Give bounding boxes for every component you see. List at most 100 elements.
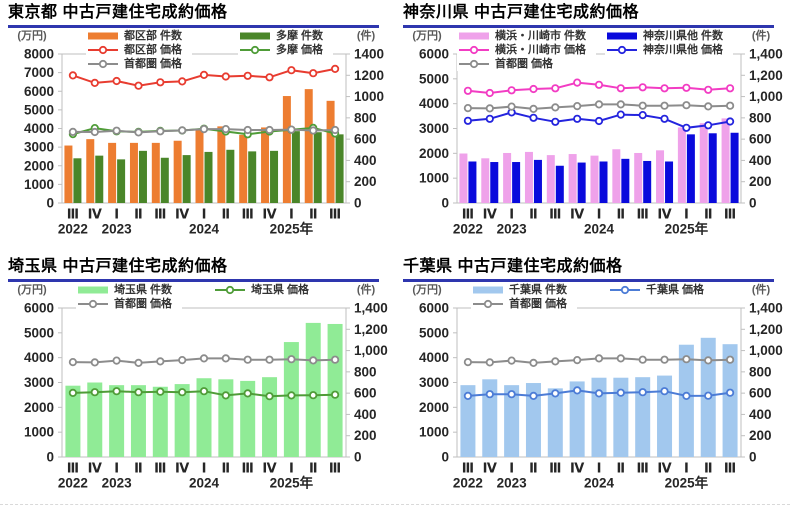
point-marker [573, 356, 582, 365]
line-series-0 [463, 386, 735, 401]
bar [335, 134, 344, 203]
point-marker [287, 391, 296, 400]
quarter-label: Ⅱ [134, 461, 143, 476]
point-marker [594, 116, 604, 126]
point-marker [221, 125, 230, 134]
quarter-label: Ⅲ [462, 207, 474, 222]
chart-section-tokyo: 東京都 中古戸建住宅成約価格 8000 7000 6000 5000 4000 3000 2… [0, 0, 395, 254]
quarter-label: Ⅳ [262, 461, 277, 476]
bar [547, 388, 563, 457]
bar [261, 127, 270, 203]
bar [481, 158, 490, 203]
left-axis-unit: (万円) [17, 29, 47, 42]
point-marker [704, 121, 713, 130]
bar [313, 132, 322, 203]
bar [304, 89, 313, 203]
bar [546, 155, 555, 203]
quarter-label: Ⅲ [462, 461, 474, 476]
legend-bar-swatch [607, 32, 637, 40]
point-marker [134, 81, 143, 90]
legend-item: 千葉県 件数 [471, 282, 577, 297]
quarter-label: Ⅰ [684, 461, 689, 476]
bar [217, 126, 226, 203]
bar [678, 344, 694, 457]
bar-series-0 [65, 322, 343, 457]
bar [87, 382, 103, 457]
bar [239, 134, 248, 203]
point-marker [463, 86, 473, 95]
right-axis-tick-label: 400 [749, 407, 772, 422]
point-marker [463, 104, 473, 113]
legend-item: 首都圏 価格 [86, 56, 192, 71]
quarter-label: Ⅳ [657, 461, 672, 476]
right-axis-tick-label: 400 [354, 153, 377, 168]
quarter-label: Ⅲ [154, 461, 166, 476]
point-marker [68, 127, 78, 137]
bar [262, 377, 278, 457]
point-marker [594, 100, 604, 109]
bar-series-0 [64, 89, 335, 203]
quarter-label: Ⅳ [483, 461, 498, 476]
left-axis-tick-label: 2000 [419, 400, 449, 415]
point-marker [682, 123, 691, 132]
chart-title-chiba: 千葉県 中古戸建住宅成約価格 [403, 256, 774, 282]
point-marker [551, 84, 560, 93]
quarter-label: Ⅳ [657, 207, 672, 222]
left-axis-tick-label: 1000 [419, 171, 449, 186]
point-marker [463, 116, 473, 125]
legend-item-bg [608, 283, 714, 297]
bar [270, 150, 279, 203]
point-marker [287, 125, 296, 134]
year-label: 2023 [102, 222, 133, 237]
point-marker [725, 84, 735, 93]
quarter-label: Ⅲ [724, 207, 736, 222]
legend-item-bg [457, 29, 596, 43]
left-axis-tick-label: 5000 [24, 102, 54, 117]
bar-series-0 [459, 118, 730, 203]
point-marker [330, 64, 340, 74]
bar [117, 159, 126, 203]
left-axis-tick-label: 2000 [24, 400, 54, 415]
line-series-2 [68, 125, 340, 137]
legend-label: 千葉県 価格 [646, 282, 705, 296]
quarter-label: Ⅲ [549, 461, 561, 476]
legend-item: 神奈川県他 件数 [605, 28, 733, 43]
right-axis-tick-label: 400 [749, 153, 772, 168]
left-axis-tick-label: 4000 [419, 96, 449, 111]
point-marker [704, 391, 713, 400]
point-marker [112, 76, 121, 86]
legend-item-bg [605, 43, 733, 57]
point-marker [660, 114, 669, 123]
point-marker [551, 357, 560, 366]
bar [459, 153, 468, 203]
line-series-0 [463, 78, 735, 98]
legend-line-marker [88, 299, 98, 309]
plot-frame [456, 53, 742, 204]
right-axis-tick-label: 1,200 [749, 68, 783, 83]
point-marker [463, 391, 473, 401]
legend-line-marker [483, 299, 493, 309]
quarter-label: Ⅲ [67, 207, 79, 222]
legend-item-bg [471, 297, 577, 311]
point-marker [485, 114, 494, 123]
year-label: 2024 [189, 476, 220, 491]
legend-line-marker [469, 45, 479, 55]
point-marker [682, 355, 691, 364]
point-marker [199, 70, 209, 80]
left-axis-unit: (万円) [412, 283, 442, 296]
right-axis-tick-label: 1,200 [354, 322, 388, 337]
year-label: 2025年 [270, 221, 314, 237]
year-label: 2022 [453, 222, 483, 237]
legend-item: 横浜・川崎市 価格 [457, 42, 596, 57]
right-axis-unit: (件) [752, 28, 771, 42]
right-axis-tick-label: 800 [749, 110, 772, 125]
right-axis-tick-label: 800 [354, 110, 377, 125]
bar [174, 384, 190, 457]
legend-line-marker [617, 45, 627, 55]
chart-canvas-tokyo: 8000700060005000400030002000100001400120… [17, 28, 384, 237]
point-marker [309, 391, 318, 400]
bar [568, 154, 577, 203]
bar [577, 162, 586, 203]
